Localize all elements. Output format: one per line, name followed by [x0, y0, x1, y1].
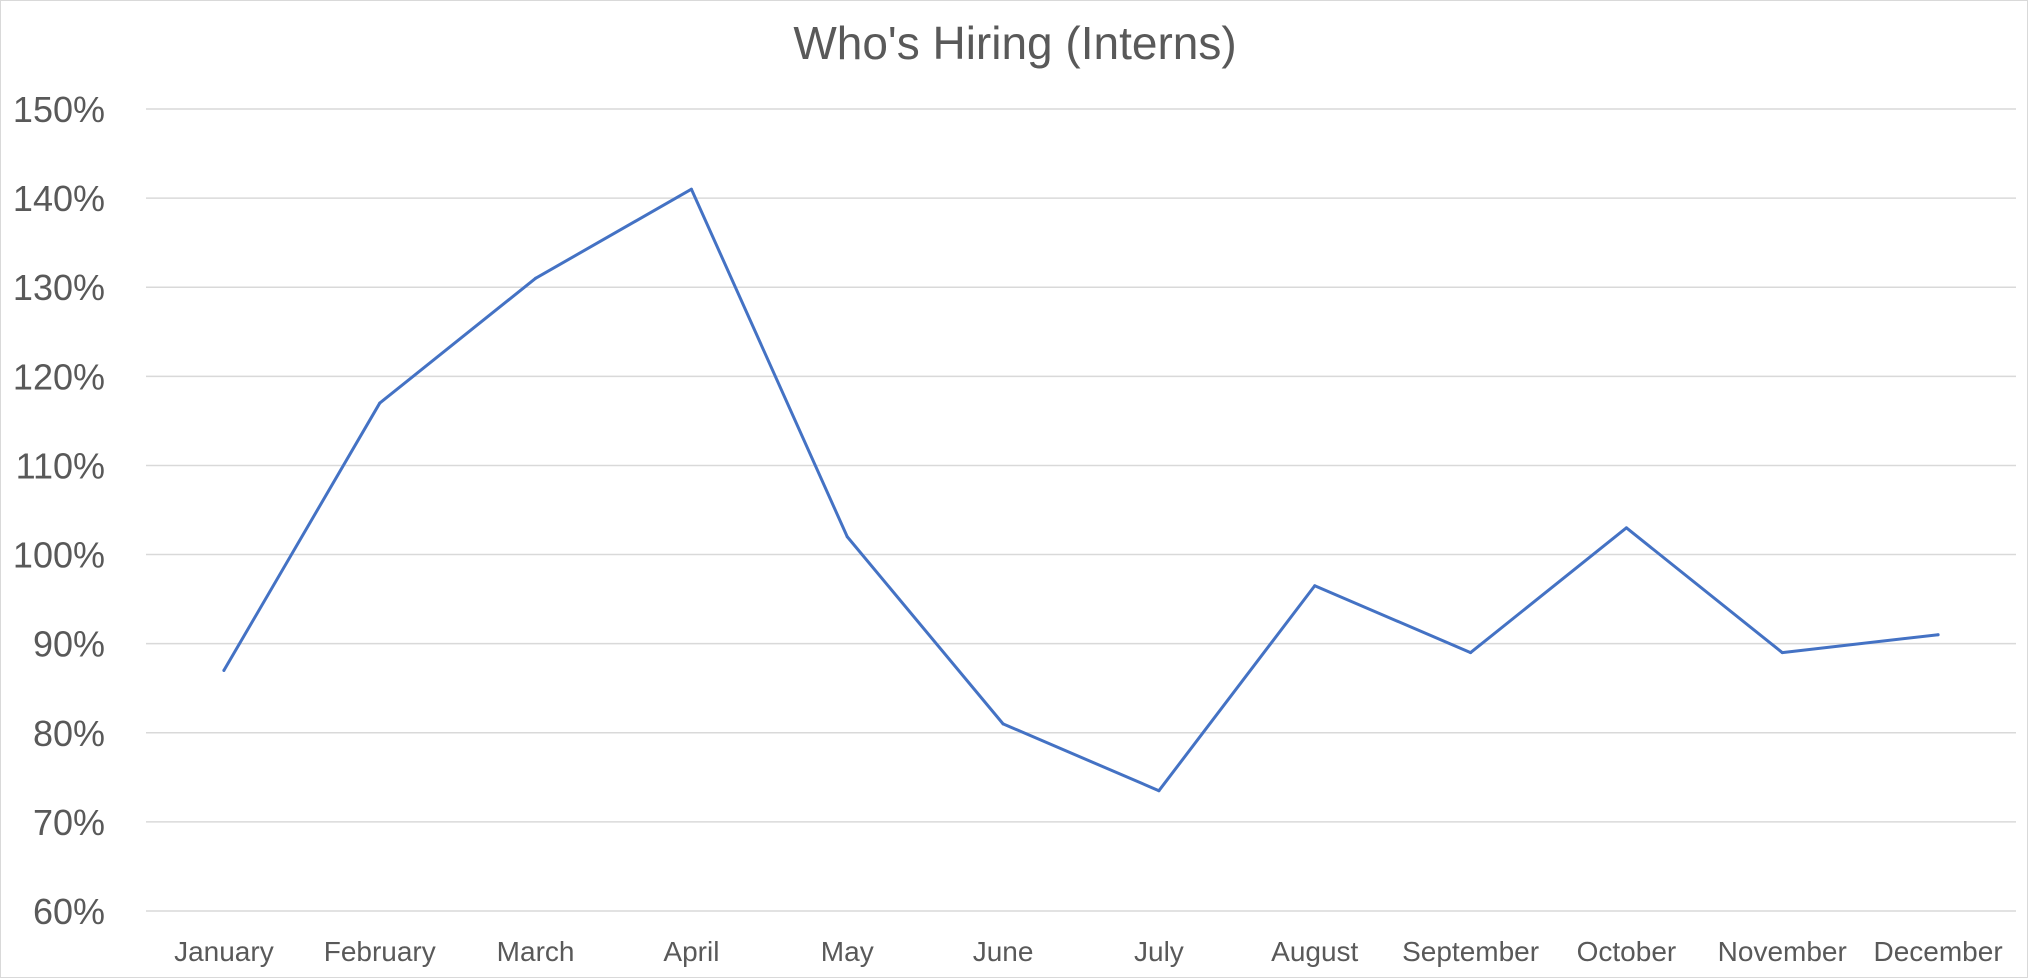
x-tick-label: April — [663, 936, 719, 967]
data-point — [845, 535, 849, 539]
y-tick-label: 120% — [13, 356, 105, 397]
y-tick-label: 90% — [33, 624, 105, 665]
data-point — [1001, 722, 1005, 726]
x-tick-label: June — [973, 936, 1034, 967]
data-point — [222, 668, 226, 672]
x-tick-label: December — [1873, 936, 2002, 967]
x-axis-tick-labels: January February March April May June July Augu… — [174, 936, 2003, 967]
y-tick-label: 130% — [13, 267, 105, 308]
data-point — [1936, 633, 1940, 637]
series-layer — [222, 187, 1940, 793]
data-point — [1469, 651, 1473, 655]
chart-title: Who's Hiring (Interns) — [793, 17, 1236, 69]
series-line — [222, 187, 1940, 793]
x-tick-label: October — [1577, 936, 1677, 967]
y-tick-label: 140% — [13, 178, 105, 219]
x-tick-label: August — [1271, 936, 1358, 967]
y-tick-label: 110% — [16, 445, 105, 486]
y-tick-label: 60% — [33, 891, 105, 932]
y-tick-label: 80% — [33, 713, 105, 754]
data-point — [689, 187, 693, 191]
y-tick-label: 70% — [33, 802, 105, 843]
x-tick-label: February — [324, 936, 436, 967]
x-tick-label: January — [174, 936, 274, 967]
data-point — [378, 401, 382, 405]
y-tick-label: 100% — [13, 535, 105, 576]
x-tick-label: July — [1134, 936, 1184, 967]
x-tick-label: March — [497, 936, 575, 967]
data-point — [1780, 651, 1784, 655]
x-tick-label: November — [1718, 936, 1847, 967]
x-tick-label: May — [821, 936, 874, 967]
x-tick-label: September — [1402, 936, 1539, 967]
y-tick-label: 150% — [13, 89, 105, 130]
data-point — [534, 276, 538, 280]
data-point — [1157, 789, 1161, 793]
y-axis-tick-labels: 60% 70% 80% 90% 100% 110% 120% 130% 140% 150% — [13, 89, 105, 932]
data-point — [1624, 526, 1628, 530]
data-point — [1313, 584, 1317, 588]
gridlines — [146, 108, 2016, 912]
